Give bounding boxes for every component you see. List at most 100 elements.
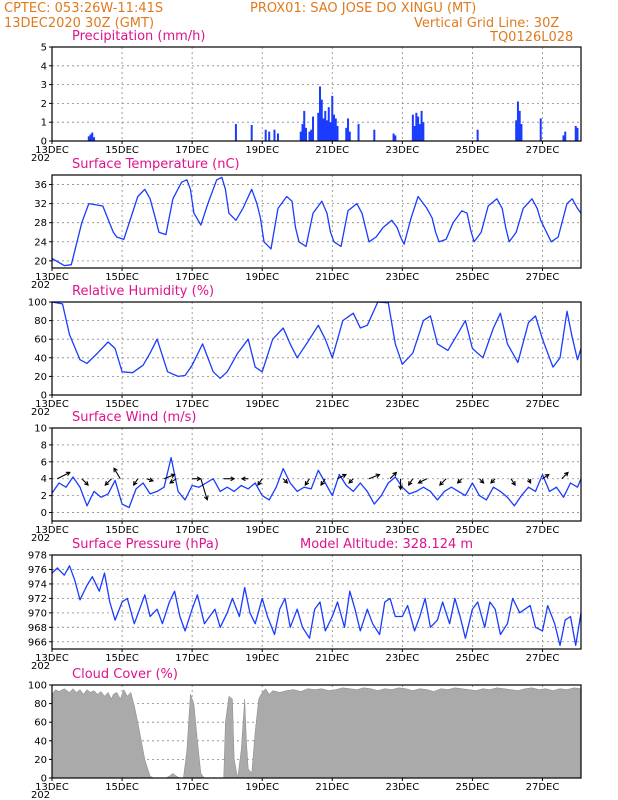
wind-arrow (304, 478, 310, 486)
x-tick-label: 25DEC (456, 782, 490, 793)
x-tick-label: 21DEC (315, 525, 349, 536)
precip-bar (336, 125, 339, 141)
precip-bar (317, 112, 320, 141)
x-tick-label: 13DEC (35, 272, 69, 283)
wind-arrow (398, 478, 403, 491)
wind-line (51, 456, 582, 509)
wind-arrow (542, 473, 550, 480)
x-tick-label: 25DEC (456, 525, 490, 536)
x-tick-label: 21DEC (315, 653, 349, 664)
wind-arrow (479, 478, 485, 484)
y-tick-label: 0 (41, 774, 47, 785)
precip-bar (411, 114, 414, 141)
x-tick-label: 21DEC (315, 145, 349, 156)
wind-arrow (320, 478, 326, 486)
panel-pressure: 966 968 970 972 974 976 978 13DEC 15DEC 17DEC 19DE… (28, 537, 582, 672)
x-year-cut-label: 202 (31, 533, 50, 544)
wind-arrow (104, 478, 112, 486)
precip-bar (476, 129, 479, 141)
header-model-code: TQ0126L028 (489, 30, 573, 45)
wind-arrow (490, 478, 496, 484)
y-tick-label: 28 (34, 218, 47, 229)
y-tick-label: 4 (41, 474, 47, 485)
precip-bar (264, 129, 267, 141)
wind-arrow (240, 476, 249, 482)
wind-arrow (57, 471, 71, 480)
x-year-cut-label: 202 (31, 790, 50, 800)
y-tick-label: 5 (41, 43, 47, 54)
precip-bar (327, 107, 330, 141)
x-year-cut-label: 202 (31, 661, 50, 672)
y-tick-label: 978 (28, 551, 47, 562)
precip-bar (310, 129, 313, 141)
header-run-date: 13DEC2020 30Z (GMT) (4, 16, 154, 31)
wind-arrow (146, 477, 154, 483)
panel-wind: 0 2 4 6 8 10 13DEC 15DEC 17DEC 19DEC 21DEC 23DEC 25D… (31, 410, 582, 544)
precip-bar (345, 127, 348, 141)
x-tick-label: 21DEC (315, 272, 349, 283)
precip-bar (348, 131, 351, 141)
x-tick-label: 17DEC (175, 782, 209, 793)
y-tick-label: 0 (41, 391, 47, 402)
y-tick-label: 8 (41, 440, 47, 451)
y-tick-label: 968 (28, 623, 47, 634)
precip-bar (516, 101, 519, 141)
precip-bar (422, 122, 425, 141)
precip-bar (308, 131, 311, 141)
x-tick-label: 13DEC (35, 145, 69, 156)
wind-arrow (81, 478, 89, 486)
wind-arrow (113, 467, 121, 480)
precip-bar (268, 131, 271, 141)
wind-arrow (439, 478, 447, 486)
wind-arrow (192, 476, 202, 482)
precip-bar (576, 127, 579, 141)
precip-bar (373, 129, 376, 141)
precip-bar (515, 120, 518, 141)
panel-humidity: 0 20 40 60 80 100 13DEC 15DEC 17DEC 19DEC 21DEC 23D… (28, 284, 582, 418)
precip-bar (518, 110, 521, 141)
y-tick-label: 20 (34, 755, 47, 766)
precip-bar (326, 120, 329, 141)
y-tick-label: 0 (41, 508, 47, 519)
header-station-coords: CPTEC: 053:26W-11:41S (4, 1, 163, 16)
wind-arrow (169, 478, 177, 484)
x-tick-label: 17DEC (175, 525, 209, 536)
precip-bar (299, 131, 302, 141)
pressure-title: Surface Pressure (hPa) (72, 537, 219, 552)
x-tick-label: 27DEC (526, 525, 560, 536)
y-tick-label: 2 (41, 99, 47, 110)
precip-bar (322, 118, 325, 141)
panel-frame (51, 554, 582, 650)
precip-bar (562, 135, 565, 141)
panel-frame (51, 46, 582, 142)
panel-cloud: 0 20 40 60 80 100 13DEC 15DEC 17DEC 19DEC 21DEC 23D… (28, 667, 582, 800)
x-tick-label: 23DEC (385, 399, 419, 410)
precip-bar (415, 112, 418, 141)
precip-bar (87, 136, 90, 141)
y-tick-label: 100 (28, 681, 47, 692)
humidity-title: Relative Humidity (%) (72, 284, 214, 299)
x-tick-label: 21DEC (315, 399, 349, 410)
precip-bar (329, 122, 332, 141)
precip-bar (418, 124, 421, 141)
x-tick-label: 27DEC (526, 145, 560, 156)
precip-bar (93, 137, 96, 141)
x-tick-label: 13DEC (35, 399, 69, 410)
humidity-line (51, 301, 582, 379)
y-tick-label: 970 (28, 608, 47, 619)
y-tick-label: 20 (34, 372, 47, 383)
wind-arrow (510, 478, 516, 486)
x-tick-label: 15DEC (105, 525, 139, 536)
precip-bar (234, 124, 237, 141)
y-tick-label: 32 (34, 199, 47, 210)
precip-bar (392, 133, 395, 141)
x-tick-label: 19DEC (245, 782, 279, 793)
x-tick-label: 17DEC (175, 272, 209, 283)
precip-bar (333, 114, 336, 141)
y-tick-label: 36 (34, 180, 47, 191)
wind-arrow (408, 478, 414, 486)
precip-bar (394, 135, 397, 141)
precip-bar (319, 86, 322, 141)
precip-bar (357, 124, 360, 141)
wind-arrow (132, 478, 139, 486)
